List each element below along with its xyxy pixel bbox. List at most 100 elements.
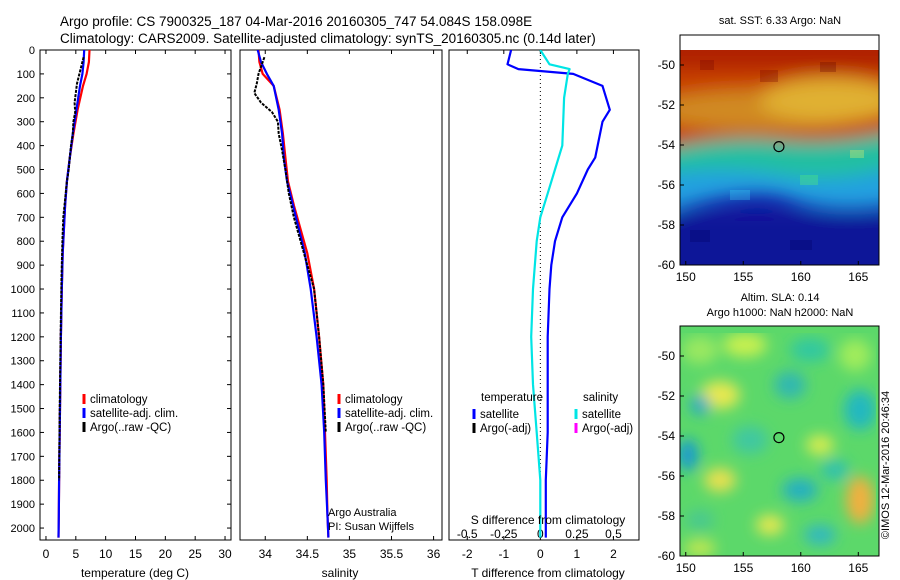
s-diff-tick-label: -0.5 bbox=[457, 527, 478, 541]
depth-axis: 0 100 200 300 400 500 600 700 800 900 1000 1100 1200… bbox=[11, 45, 639, 535]
depth-tick-label: 1600 bbox=[11, 427, 35, 439]
x-tick-label: 0 bbox=[537, 547, 544, 561]
map-x-tick-label: 155 bbox=[733, 270, 753, 284]
temperature-profiles bbox=[57, 50, 91, 538]
figure-title-line2: Climatology: CARS2009. Satellite-adjuste… bbox=[60, 31, 596, 46]
t-difference-label: T difference from climatology bbox=[471, 566, 625, 580]
legend-label: Argo(..raw -QC) bbox=[90, 422, 171, 434]
map-x-tick-label: 150 bbox=[676, 270, 696, 284]
legend-label: climatology bbox=[90, 394, 148, 406]
depth-tick-label: 400 bbox=[17, 141, 35, 153]
sla-map-frame bbox=[679, 325, 880, 557]
x-tick-label: 15 bbox=[129, 547, 143, 561]
difference-panel: -2 -1 0 1 2-0.5 -0.25 0 0.25 0.5 temperature sali… bbox=[448, 49, 640, 580]
argo-position-marker bbox=[773, 432, 785, 444]
x-tick-label: 1 bbox=[574, 547, 581, 561]
profile-line bbox=[256, 50, 330, 538]
depth-tick-label: 1700 bbox=[11, 451, 35, 463]
depth-tick-label: 0 bbox=[29, 45, 35, 57]
salinity-legend: climatology satellite-adj. clim. Argo(..ra… bbox=[337, 394, 433, 434]
map-y-tick-label: -50 bbox=[658, 58, 676, 72]
depth-tick-label: 900 bbox=[17, 260, 35, 272]
difference-axes-box bbox=[448, 49, 640, 541]
argo-position-marker bbox=[773, 141, 785, 153]
profile-line bbox=[253, 56, 327, 433]
x-tick-label: 36 bbox=[427, 547, 441, 561]
map-y-tick-label: -52 bbox=[658, 98, 676, 112]
sst-map-title: sat. SST: 6.33 Argo: NaN bbox=[719, 15, 841, 27]
sst-map-frame bbox=[679, 34, 880, 266]
map-x-tick-label: 155 bbox=[733, 561, 753, 575]
salinity-x-axis: 34 34.5 35 35.5 36 bbox=[259, 50, 441, 561]
salinity-x-label: salinity bbox=[322, 566, 359, 580]
map-y-tick-label: -50 bbox=[658, 349, 676, 363]
difference-profiles bbox=[506, 50, 611, 538]
difference-legend: temperature salinity satellite Argo(-adj) sa… bbox=[472, 392, 633, 435]
x-tick-label: 35 bbox=[343, 547, 357, 561]
map-y-tick-label: -60 bbox=[658, 549, 676, 563]
x-tick-label: 2 bbox=[610, 547, 617, 561]
salinity-profiles bbox=[253, 50, 330, 538]
s-diff-tick-label: 0.25 bbox=[565, 527, 589, 541]
depth-tick-label: 2000 bbox=[11, 523, 35, 535]
temperature-x-label: temperature (deg C) bbox=[81, 566, 189, 580]
temperature-panel: 0100200300400500600700800900100011001200… bbox=[11, 45, 639, 580]
map-y-tick-label: -60 bbox=[658, 258, 676, 272]
map-x-tick-label: 160 bbox=[791, 270, 811, 284]
sst-heatmap-field bbox=[680, 50, 879, 265]
figure-title-line1: Argo profile: CS 7900325_187 04-Mar-2016… bbox=[60, 14, 533, 29]
depth-tick-label: 600 bbox=[17, 188, 35, 200]
map-x-tick-label: 150 bbox=[676, 561, 696, 575]
map-x-tick-label: 165 bbox=[848, 270, 868, 284]
depth-tick-label: 500 bbox=[17, 165, 35, 177]
pi-label: PI: Susan Wijffels bbox=[328, 521, 414, 533]
depth-tick-label: 1400 bbox=[11, 380, 35, 392]
temperature-x-axis: 0 5 10 15 20 25 30 bbox=[43, 50, 232, 561]
legend-label: climatology bbox=[345, 394, 403, 406]
depth-tick-label: 1500 bbox=[11, 404, 35, 416]
legend-label: Argo(..raw -QC) bbox=[345, 422, 426, 434]
x-tick-label: 30 bbox=[218, 547, 232, 561]
s-diff-tick-label: 0.5 bbox=[605, 527, 622, 541]
legend-label: satellite bbox=[480, 409, 519, 421]
x-tick-label: 5 bbox=[72, 547, 79, 561]
x-tick-label: -2 bbox=[462, 547, 473, 561]
legend-label: Argo(-adj) bbox=[480, 423, 531, 435]
sla-heatmap-field bbox=[680, 326, 879, 556]
map-y-tick-label: -58 bbox=[658, 218, 676, 232]
sla-map-axes: 150 155 160 165 -50 -52 -54 -56 -58 -60 bbox=[658, 349, 869, 575]
legend-label: satellite bbox=[582, 409, 621, 421]
map-y-tick-label: -56 bbox=[658, 469, 676, 483]
depth-tick-label: 1000 bbox=[11, 284, 35, 296]
map-y-tick-label: -54 bbox=[658, 429, 676, 443]
temperature-axes-box bbox=[39, 49, 232, 541]
depth-tick-label: 100 bbox=[17, 69, 35, 81]
x-tick-label: 35.5 bbox=[380, 547, 404, 561]
depth-tick-label: 800 bbox=[17, 236, 35, 248]
map-y-tick-label: -52 bbox=[658, 389, 676, 403]
sst-map: sat. SST: 6.33 Argo: NaN bbox=[658, 15, 880, 284]
map-y-tick-label: -54 bbox=[658, 138, 676, 152]
x-tick-label: -1 bbox=[498, 547, 509, 561]
s-difference-label: S difference from climatology bbox=[471, 513, 626, 527]
x-tick-label: 34.5 bbox=[296, 547, 320, 561]
depth-tick-label: 1100 bbox=[11, 308, 35, 320]
salinity-axes-box bbox=[239, 49, 443, 541]
profile-line bbox=[58, 56, 85, 481]
x-tick-label: 20 bbox=[159, 547, 173, 561]
map-x-tick-label: 165 bbox=[848, 561, 868, 575]
sla-map-subtitle: Argo h1000: NaN h2000: NaN bbox=[707, 307, 854, 319]
legend-label: satellite-adj. clim. bbox=[90, 408, 178, 420]
map-x-tick-label: 160 bbox=[791, 561, 811, 575]
argo-australia-label: Argo Australia bbox=[328, 507, 397, 519]
legend-title: salinity bbox=[583, 392, 618, 404]
depth-tick-label: 300 bbox=[17, 117, 35, 129]
salinity-panel: 34 34.5 35 35.5 36 climatology satellite-adj.… bbox=[239, 49, 443, 580]
legend-label: Argo(-adj) bbox=[582, 423, 633, 435]
s-diff-tick-label: -0.25 bbox=[490, 527, 518, 541]
legend-title: temperature bbox=[481, 392, 543, 404]
x-tick-label: 0 bbox=[43, 547, 50, 561]
depth-tick-label: 1200 bbox=[11, 332, 35, 344]
depth-tick-label: 700 bbox=[17, 212, 35, 224]
